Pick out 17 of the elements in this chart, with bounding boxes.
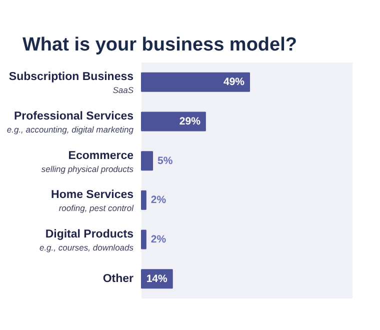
data-label: 2% (150, 194, 167, 206)
bar (141, 72, 250, 92)
data-label: 14% (146, 272, 168, 285)
y-tick-label: Professional Services e.g., accounting, digital marketing (6, 110, 134, 134)
y-tick-label: Subscription Business SaaS (8, 71, 134, 96)
data-label: 49% (223, 76, 246, 88)
y-tick-label: Other (102, 272, 134, 285)
y-tick-label: Digital Products e.g., courses, downloads (39, 228, 134, 252)
y-tick-label: Ecommerce selling physical products (41, 150, 134, 174)
data-label: 2% (150, 234, 167, 246)
bar (141, 230, 146, 250)
data-label: 5% (158, 154, 174, 167)
data-label: 29% (179, 116, 202, 128)
bar (141, 190, 146, 210)
y-tick-label: Home Services roofing, pest control (51, 189, 135, 214)
chart-title: What is your business model? (22, 34, 297, 56)
bar (141, 151, 154, 171)
